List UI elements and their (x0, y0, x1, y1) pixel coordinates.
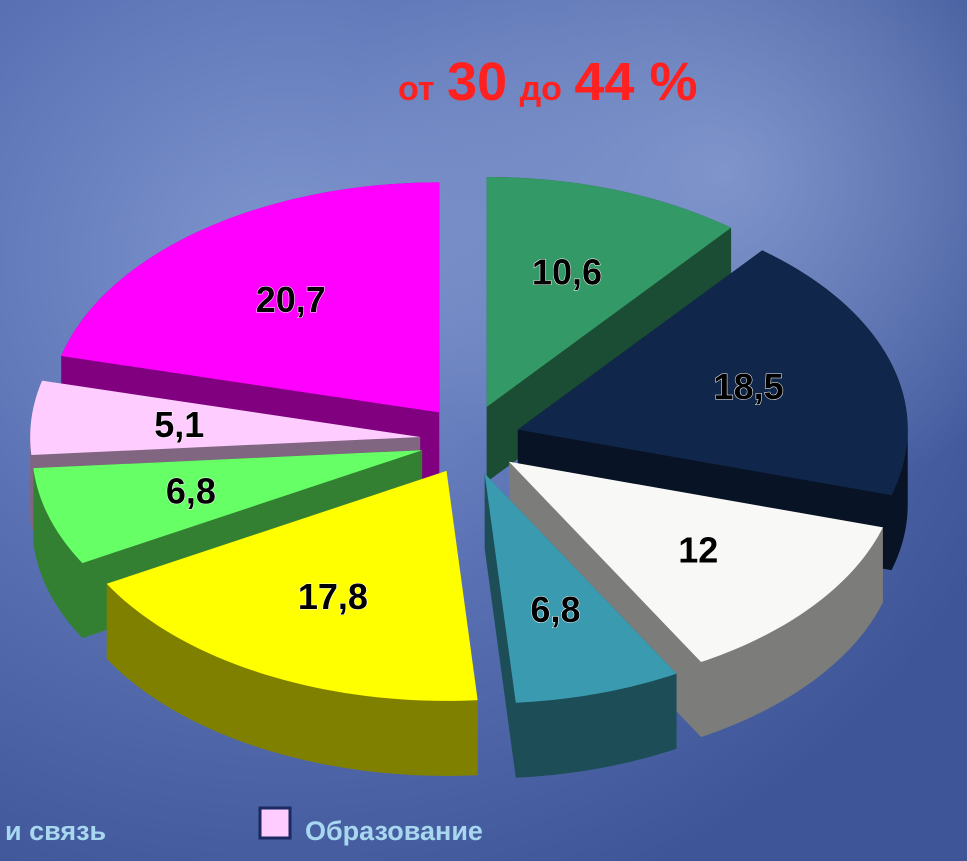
title-part: до (520, 70, 562, 108)
slice-top (484, 473, 677, 703)
data-label: 17,8 (298, 576, 368, 617)
slice-top (61, 182, 440, 413)
data-label: 6,8 (530, 589, 580, 630)
data-label: 6,8 (166, 471, 216, 512)
title-part: 30 (447, 52, 507, 112)
title-part: от (398, 70, 435, 108)
legend-swatch (258, 806, 292, 840)
slice-top (517, 250, 908, 496)
legend-label: Образование (305, 816, 483, 846)
slice-top (30, 380, 421, 456)
slice: 12 (509, 461, 883, 738)
data-label: 18,5 (714, 366, 784, 407)
legend-label: и связь (5, 816, 106, 846)
slice: 17,8 (106, 470, 478, 776)
slice-top (33, 450, 423, 564)
data-label: 10,6 (532, 251, 602, 292)
data-label: 12 (678, 530, 718, 571)
chart-title: от 30 до 44 % (398, 52, 697, 112)
slice-top (486, 176, 732, 407)
data-label: 20,7 (256, 279, 326, 320)
slice-top (509, 461, 883, 663)
slice: 6,8 (484, 473, 677, 778)
title-part: 44 % (574, 52, 697, 112)
slice-top (106, 470, 478, 701)
slice: 10,6 (486, 176, 732, 482)
pie: 10,6 20,7 18,5 5,1 6,8 12 17,8 6,8 (30, 176, 908, 778)
data-label: 5,1 (154, 404, 204, 445)
